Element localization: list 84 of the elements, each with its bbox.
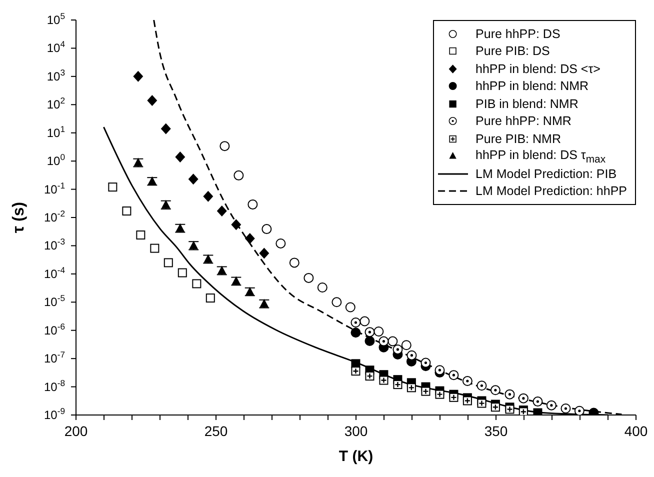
point bbox=[244, 233, 255, 244]
y-tick-label: 10$^{2}$ bbox=[46, 96, 66, 112]
point bbox=[546, 400, 556, 410]
legend-label: Pure PIB: DS bbox=[476, 44, 550, 58]
point bbox=[434, 365, 445, 376]
point bbox=[462, 376, 472, 386]
y-tick-label: 10$^{4}$ bbox=[46, 39, 66, 56]
x-tick-label: 400 bbox=[624, 423, 648, 439]
y-tick-label: 10$^{-4}$ bbox=[44, 264, 66, 281]
y-tick-label: 10$^{-6}$ bbox=[44, 321, 66, 338]
point bbox=[304, 272, 314, 283]
point bbox=[133, 70, 144, 82]
point bbox=[378, 336, 389, 346]
point bbox=[150, 244, 160, 253]
point bbox=[490, 385, 500, 396]
y-tick-label: 10$^{-1}$ bbox=[44, 180, 66, 196]
y-axis-title: τ (s) bbox=[10, 202, 28, 234]
point bbox=[317, 282, 328, 293]
y-tick-label: 10$^{-8}$ bbox=[44, 378, 66, 394]
point bbox=[188, 174, 198, 185]
point bbox=[248, 199, 258, 210]
y-tick-label: 10$^{5}$ bbox=[46, 11, 66, 27]
legend-label: PIB in blend: NMR bbox=[476, 96, 578, 111]
point bbox=[164, 258, 173, 268]
y-tick-label: 10$^{-7}$ bbox=[44, 350, 66, 366]
point bbox=[332, 297, 342, 308]
x-tick-label: 250 bbox=[204, 423, 228, 439]
y-tick-label: 10$^{-3}$ bbox=[44, 236, 66, 253]
point bbox=[388, 336, 398, 346]
point bbox=[216, 206, 227, 216]
point bbox=[364, 327, 375, 338]
point bbox=[420, 358, 431, 368]
y-tick-label: 10$^{-5}$ bbox=[44, 293, 66, 310]
point bbox=[345, 302, 356, 312]
legend-label: hhPP in blend: DS τ$_{max}$ bbox=[476, 148, 606, 165]
point bbox=[406, 350, 417, 360]
point bbox=[175, 151, 186, 162]
point bbox=[350, 328, 361, 338]
point bbox=[234, 170, 244, 180]
point bbox=[289, 258, 300, 268]
point bbox=[206, 294, 215, 303]
legend-label: Pure hhPP: DS bbox=[476, 26, 560, 41]
point bbox=[392, 344, 403, 354]
point bbox=[178, 268, 187, 278]
legend-label: Pure hhPP: NMR bbox=[476, 114, 572, 128]
legend-label: hhPP in blend: NMR bbox=[476, 79, 589, 94]
x-tick-label: 300 bbox=[344, 423, 368, 439]
legend-label: LM Model Prediction: hhPP bbox=[476, 184, 627, 198]
point bbox=[108, 182, 118, 192]
point bbox=[350, 317, 361, 328]
y-tick-label: 10$^{-9}$ bbox=[44, 406, 66, 422]
point bbox=[122, 206, 132, 216]
point bbox=[160, 123, 171, 134]
point bbox=[364, 336, 375, 346]
legend-label: hhPP in blend: DS <τ> bbox=[476, 62, 600, 76]
point bbox=[476, 380, 487, 391]
point bbox=[203, 190, 214, 202]
y-tick-label: 10$^{-2}$ bbox=[44, 208, 66, 224]
point bbox=[532, 396, 543, 407]
point bbox=[192, 279, 202, 288]
legend-label: LM Model Prediction: PIB bbox=[476, 166, 617, 181]
y-tick-label: 10$^{0}$ bbox=[46, 152, 66, 168]
point bbox=[374, 326, 384, 337]
point bbox=[262, 224, 272, 234]
point bbox=[448, 370, 459, 380]
point bbox=[276, 238, 286, 248]
y-tick-label: 10$^{1}$ bbox=[46, 124, 66, 140]
point bbox=[574, 406, 584, 415]
point bbox=[136, 230, 146, 240]
point bbox=[259, 248, 270, 259]
x-axis-title: T (K) bbox=[338, 448, 374, 465]
point bbox=[401, 340, 412, 350]
point bbox=[504, 389, 515, 400]
y-tick-label: 10$^{3}$ bbox=[46, 67, 66, 84]
legend-label: Pure PIB: NMR bbox=[476, 132, 561, 146]
point bbox=[518, 393, 528, 404]
point bbox=[220, 141, 230, 152]
point bbox=[533, 408, 542, 415]
point bbox=[560, 404, 571, 414]
x-tick-label: 200 bbox=[64, 423, 88, 439]
point bbox=[147, 95, 158, 106]
x-tick-label: 350 bbox=[484, 423, 508, 439]
point bbox=[231, 219, 242, 230]
point bbox=[360, 316, 370, 326]
